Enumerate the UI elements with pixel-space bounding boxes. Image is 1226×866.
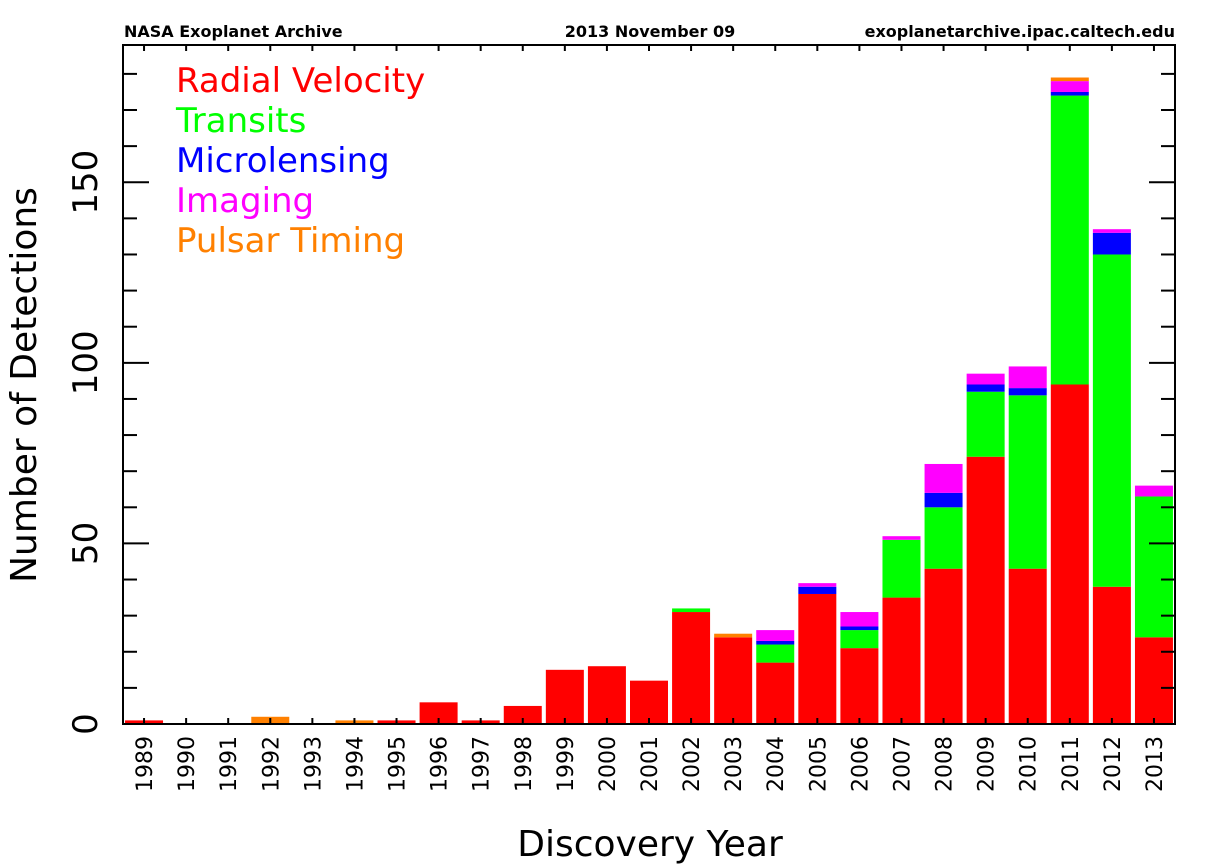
bar-segment-2009-transits — [966, 391, 1005, 457]
x-tick-label-1990: 1990 — [175, 736, 200, 792]
x-tick-label-2013: 2013 — [1143, 736, 1168, 792]
x-tick-label-2010: 2010 — [1017, 736, 1042, 792]
legend: Radial VelocityTransitsMicrolensingImagi… — [175, 61, 425, 261]
bar-segment-2008-microlensing — [924, 492, 963, 508]
x-tick-label-1994: 1994 — [343, 736, 368, 792]
bar-segment-2006-radial-velocity — [840, 648, 879, 724]
y-tick-label-150: 150 — [66, 150, 106, 215]
bar-segment-2005-radial-velocity — [798, 593, 837, 724]
bar-segment-2007-transits — [882, 539, 921, 598]
x-tick-label-2006: 2006 — [848, 736, 873, 792]
bar-segment-2011-microlensing — [1050, 91, 1089, 96]
x-tick-label-2002: 2002 — [680, 736, 705, 792]
x-tick-label-1992: 1992 — [259, 736, 284, 792]
legend-entry-pulsar-timing: Pulsar Timing — [176, 221, 405, 261]
plot-frame — [122, 44, 1176, 725]
x-tick-label-2008: 2008 — [933, 736, 958, 792]
bar-segment-2012-radial-velocity — [1092, 586, 1131, 724]
bar-segment-2011-pulsar-timing — [1050, 77, 1089, 82]
bar-segment-1996-radial-velocity — [419, 702, 458, 724]
bar-segment-2009-imaging — [966, 373, 1005, 385]
x-tick-label-2005: 2005 — [806, 736, 831, 792]
bar-segment-2013-imaging — [1134, 485, 1173, 497]
bar-segment-2005-imaging — [798, 583, 837, 587]
bar-segment-2007-imaging — [882, 536, 921, 540]
y-tick-labels: 0 50 100 150 — [66, 150, 106, 735]
bar-segment-2004-microlensing — [756, 640, 795, 645]
x-tick-label-2000: 2000 — [596, 736, 621, 792]
bar-segment-2011-transits — [1050, 95, 1089, 385]
x-tick-label-2012: 2012 — [1101, 736, 1126, 792]
bar-segment-2003-pulsar-timing — [714, 633, 753, 638]
y-tick-label-50: 50 — [66, 522, 106, 565]
bar-segment-2006-transits — [840, 630, 879, 649]
bar-segment-2003-radial-velocity — [714, 637, 753, 724]
x-tick-label-1989: 1989 — [133, 736, 158, 792]
x-tick-label-2004: 2004 — [764, 736, 789, 792]
y-tick-label-100: 100 — [66, 330, 106, 395]
bar-segment-2011-radial-velocity — [1050, 384, 1089, 724]
bar-segment-2011-imaging — [1050, 81, 1089, 92]
x-tick-label-1997: 1997 — [470, 736, 495, 792]
bar-segment-2007-radial-velocity — [882, 597, 921, 724]
bar-segment-2008-radial-velocity — [924, 568, 963, 724]
header-archive-name: NASA Exoplanet Archive — [124, 22, 343, 41]
x-tick-label-2009: 2009 — [975, 736, 1000, 792]
x-tick-label-2011: 2011 — [1059, 736, 1084, 792]
x-tick-label-1991: 1991 — [217, 736, 242, 792]
x-tick-label-1996: 1996 — [428, 736, 453, 792]
x-tick-labels: 1989 1990 1991 1992 1993 1994 1995 1996 1997 1998… — [133, 736, 1168, 792]
legend-entry-radial-velocity: Radial Velocity — [176, 61, 425, 101]
bar-segment-1999-radial-velocity — [545, 669, 584, 724]
bar-segment-2004-imaging — [756, 630, 795, 641]
x-tick-label-2001: 2001 — [638, 736, 663, 792]
bar-segment-2009-radial-velocity — [966, 456, 1005, 724]
bar-segment-2010-transits — [1008, 395, 1047, 569]
bar-segment-2008-imaging — [924, 463, 963, 493]
bar-segment-2006-imaging — [840, 612, 879, 627]
header-url: exoplanetarchive.ipac.caltech.edu — [865, 22, 1175, 41]
bar-segment-2009-microlensing — [966, 384, 1005, 392]
legend-entry-microlensing: Microlensing — [176, 141, 390, 181]
x-tick-label-1999: 1999 — [554, 736, 579, 792]
x-axis-title: Discovery Year — [517, 824, 783, 865]
x-tick-label-2007: 2007 — [891, 736, 916, 792]
legend-entry-imaging: Imaging — [176, 181, 314, 221]
legend-entry-transits: Transits — [175, 101, 306, 141]
bar-segment-2010-microlensing — [1008, 388, 1047, 396]
bar-segment-2002-radial-velocity — [672, 612, 711, 724]
x-tick-label-1998: 1998 — [512, 736, 537, 792]
bar-segment-2008-transits — [924, 507, 963, 569]
bar-segment-2013-transits — [1134, 496, 1173, 638]
bar-segment-2012-microlensing — [1092, 232, 1131, 255]
y-tick-label-0: 0 — [66, 713, 106, 735]
bar-segment-2005-microlensing — [798, 586, 837, 594]
bar-segment-2013-radial-velocity — [1134, 637, 1173, 724]
y-axis-title: Number of Detections — [4, 187, 45, 583]
x-tick-label-2003: 2003 — [722, 736, 747, 792]
bar-segment-2010-radial-velocity — [1008, 568, 1047, 724]
bar-segment-2004-transits — [756, 644, 795, 663]
bar-segment-1998-radial-velocity — [503, 705, 542, 724]
bar-segment-2012-transits — [1092, 254, 1131, 587]
bar-segment-2012-imaging — [1092, 229, 1131, 233]
bar-segment-2010-imaging — [1008, 366, 1047, 389]
bar-stacks — [125, 77, 1173, 724]
bar-segment-2002-transits — [672, 608, 711, 613]
bar-segment-2006-microlensing — [840, 626, 879, 631]
bar-segment-2000-radial-velocity — [587, 666, 626, 724]
bar-segment-2004-radial-velocity — [756, 662, 795, 724]
bar-segment-2001-radial-velocity — [630, 680, 668, 724]
header-date: 2013 November 09 — [565, 22, 735, 41]
x-tick-label-1993: 1993 — [301, 736, 326, 792]
x-tick-label-1995: 1995 — [386, 736, 411, 792]
